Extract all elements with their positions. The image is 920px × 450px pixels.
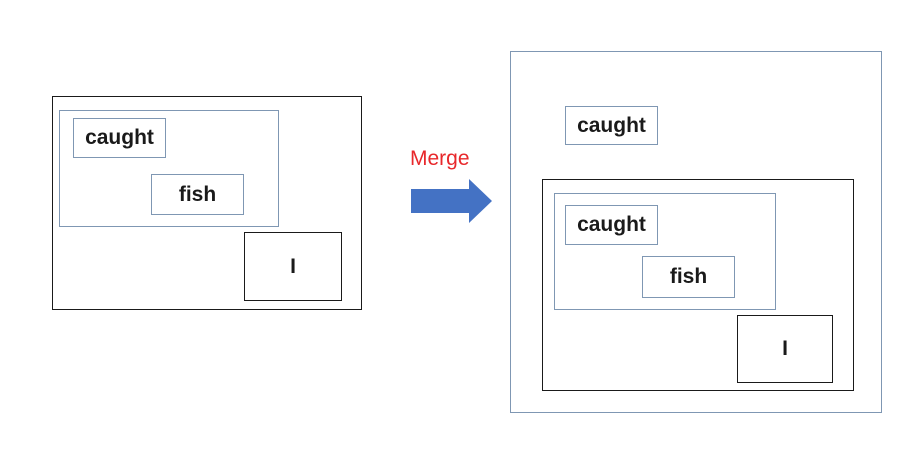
before-word-i: I <box>244 232 342 301</box>
merge-label: Merge <box>410 147 470 170</box>
after-word-caught: caught <box>565 205 658 245</box>
after-outer-word-caught: caught <box>565 106 658 145</box>
after-word-i: I <box>737 315 833 383</box>
before-word-caught: caught <box>73 118 166 158</box>
before-word-fish: fish <box>151 174 244 215</box>
merge-arrow-icon <box>411 179 492 223</box>
after-word-fish: fish <box>642 256 735 298</box>
